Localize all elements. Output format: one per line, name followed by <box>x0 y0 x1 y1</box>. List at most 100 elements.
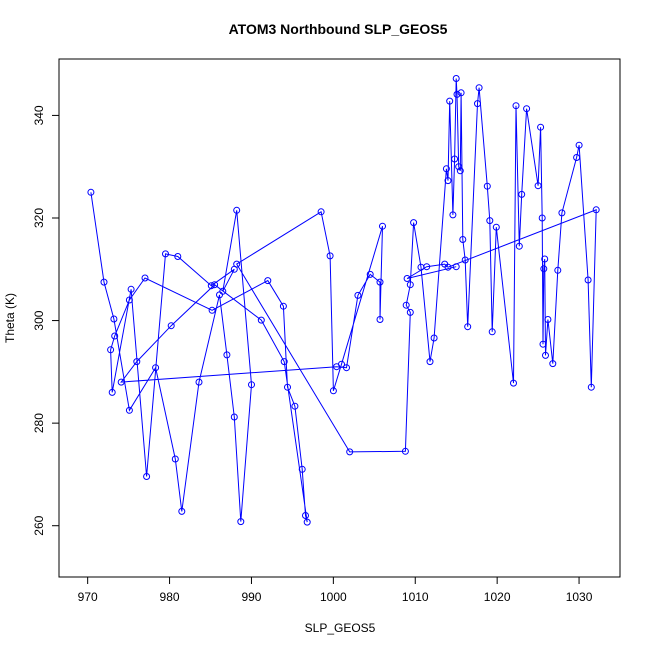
data-point <box>537 123 545 131</box>
data-point <box>178 507 186 515</box>
data-point <box>152 364 160 372</box>
data-point <box>403 275 411 282</box>
data-point <box>534 182 542 190</box>
data-point <box>549 360 557 368</box>
data-point <box>402 301 410 309</box>
data-point <box>464 323 472 331</box>
data-point <box>451 155 459 163</box>
data-point <box>223 351 231 359</box>
x-tick-label: 1010 <box>402 590 429 604</box>
data-point <box>111 332 119 340</box>
data-point <box>483 182 491 190</box>
series-points <box>87 75 600 526</box>
x-axis: 970 980 990 1000 1010 1020 1030 <box>78 576 593 604</box>
data-point <box>87 188 95 196</box>
chart-title: ATOM3 Northbound SLP_GEOS5 <box>229 21 448 37</box>
data-point <box>486 217 494 225</box>
data-point <box>488 328 496 336</box>
data-point <box>512 102 520 110</box>
data-point <box>133 358 141 366</box>
data-point <box>280 358 288 366</box>
data-point <box>573 154 581 161</box>
data-point <box>167 322 175 330</box>
data-point <box>195 378 203 386</box>
data-point <box>207 282 215 290</box>
data-point <box>446 97 454 105</box>
data-point <box>461 256 469 264</box>
data-point <box>107 346 115 354</box>
data-point <box>540 265 548 273</box>
data-point <box>452 75 460 82</box>
data-point <box>117 378 125 386</box>
data-point <box>211 281 219 289</box>
data-point <box>406 281 414 289</box>
x-tick-label: 970 <box>78 590 98 604</box>
y-axis: 260 280 300 320 340 <box>32 105 60 536</box>
data-point <box>230 413 238 421</box>
data-point <box>452 263 460 271</box>
data-point <box>127 285 135 293</box>
data-point <box>474 100 481 108</box>
data-point <box>379 222 386 230</box>
data-point <box>539 340 547 348</box>
data-point <box>523 105 531 113</box>
data-point <box>410 219 418 227</box>
data-point <box>587 383 595 391</box>
data-point <box>302 512 309 519</box>
data-point <box>125 296 133 304</box>
data-point <box>558 209 566 217</box>
data-point <box>279 302 287 310</box>
data-point <box>544 316 552 323</box>
y-tick-label: 340 <box>32 105 46 125</box>
data-point <box>329 387 337 395</box>
data-point <box>171 455 179 463</box>
data-point <box>453 90 461 98</box>
data-point <box>449 211 457 219</box>
data-point <box>366 270 374 278</box>
data-point <box>110 315 118 323</box>
data-point <box>456 167 464 175</box>
data-point <box>401 447 409 455</box>
data-point <box>455 163 463 171</box>
x-tick-label: 1020 <box>484 590 511 604</box>
data-point <box>162 250 169 258</box>
x-tick-label: 980 <box>160 590 180 604</box>
data-point <box>554 266 562 274</box>
data-point <box>354 291 362 299</box>
data-point <box>475 84 483 92</box>
data-point <box>457 89 465 97</box>
data-point <box>233 206 241 214</box>
data-point <box>233 260 241 268</box>
data-point <box>100 278 108 286</box>
y-tick-label: 280 <box>32 413 46 433</box>
data-point <box>264 277 272 285</box>
y-tick-label: 320 <box>32 208 46 228</box>
data-point <box>317 208 325 216</box>
data-point <box>430 334 438 342</box>
data-point <box>208 306 216 314</box>
data-point <box>291 402 299 410</box>
data-point <box>237 518 245 526</box>
data-point <box>592 206 600 214</box>
data-point <box>298 465 306 473</box>
data-point <box>376 316 384 323</box>
data-point <box>444 177 452 185</box>
data-point <box>426 358 434 366</box>
data-point <box>515 242 523 250</box>
series-line <box>90 78 597 523</box>
data-point <box>492 223 500 231</box>
data-point <box>284 383 291 391</box>
x-tick-label: 1000 <box>320 590 347 604</box>
x-tick-label: 1030 <box>566 590 593 604</box>
data-point <box>141 274 149 282</box>
y-tick-label: 260 <box>32 515 46 535</box>
data-point <box>584 276 592 284</box>
data-point <box>326 252 334 260</box>
data-point <box>125 406 133 414</box>
data-point <box>346 448 354 456</box>
data-point <box>423 263 431 271</box>
data-point <box>518 190 526 198</box>
data-point <box>143 473 151 480</box>
data-point <box>538 214 546 222</box>
